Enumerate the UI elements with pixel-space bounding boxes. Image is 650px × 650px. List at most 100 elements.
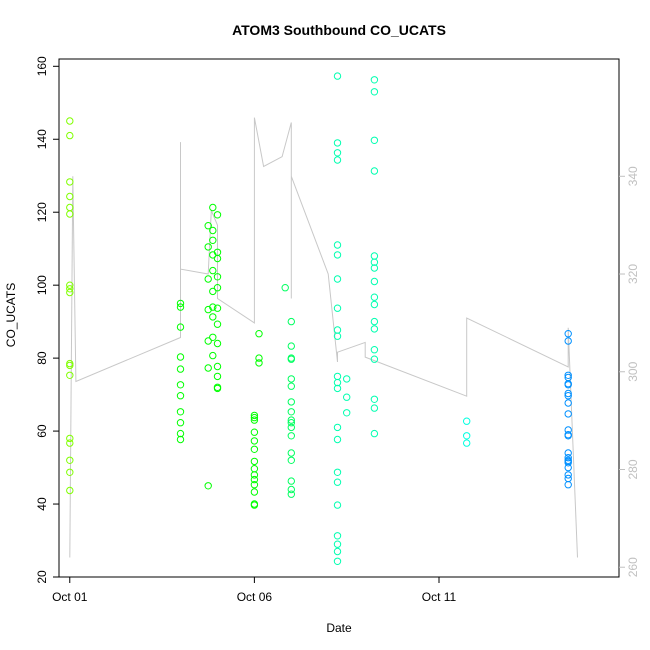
data-point: [370, 76, 379, 84]
data-point: [564, 392, 572, 400]
data-point: [333, 384, 342, 393]
y2-tick-label: 300: [626, 361, 640, 381]
data-point: [287, 398, 295, 406]
data-point: [343, 409, 351, 417]
data-point: [209, 266, 217, 275]
y-tick-label: 160: [35, 56, 49, 76]
data-point: [287, 416, 295, 424]
data-point: [176, 299, 185, 308]
altitude-line-layer: [69, 117, 578, 558]
data-point: [176, 353, 185, 361]
data-point: [370, 395, 379, 403]
data-point: [176, 408, 185, 416]
data-point: [564, 389, 572, 398]
data-point: [287, 342, 295, 350]
data-point: [176, 419, 185, 427]
data-point: [213, 320, 222, 328]
data-point: [204, 482, 212, 490]
data-point: [333, 532, 342, 540]
data-point: [255, 330, 263, 338]
data-point: [66, 468, 74, 476]
data-point: [463, 432, 471, 440]
data-point: [333, 304, 342, 312]
data-point: [209, 236, 217, 245]
data-point: [463, 417, 471, 425]
data-point: [204, 337, 212, 345]
data-point: [333, 326, 342, 334]
data-point: [370, 429, 379, 438]
data-point: [370, 293, 379, 301]
data-point: [213, 254, 222, 263]
data-point: [250, 416, 259, 424]
data-point: [333, 540, 342, 548]
data-point: [66, 288, 74, 297]
data-point: [287, 423, 295, 432]
data-point: [213, 211, 222, 219]
y2-tick-label: 260: [626, 557, 640, 577]
data-point: [66, 434, 74, 443]
data-point: [564, 410, 572, 418]
axis-layer: Oct 01 Oct 06 Oct 11 20 40 60 80 100 120 140 160 26…: [35, 56, 640, 604]
x-tick-label: Oct 11: [422, 590, 457, 604]
data-point: [250, 428, 259, 436]
data-point: [343, 375, 351, 383]
data-point: [287, 408, 295, 416]
data-point: [564, 330, 572, 338]
data-point: [204, 275, 212, 283]
data-point: [287, 490, 295, 498]
data-point: [287, 419, 295, 427]
data-point: [176, 303, 185, 311]
y-tick-label: 80: [35, 351, 49, 365]
data-point: [213, 339, 222, 348]
chart-title: ATOM3 Southbound CO_UCATS: [232, 22, 446, 38]
data-point: [333, 423, 342, 432]
data-point: [204, 243, 212, 251]
data-point: [204, 222, 212, 230]
data-point: [564, 432, 572, 440]
data-point: [66, 192, 74, 201]
data-point: [176, 323, 185, 331]
data-point: [66, 361, 74, 370]
data-point: [176, 365, 185, 373]
data-point: [333, 149, 342, 157]
y2-tick-label: 320: [626, 264, 640, 284]
data-point: [209, 333, 217, 341]
y2-tick-label: 340: [626, 166, 640, 186]
y-tick-label: 20: [35, 570, 49, 584]
data-point: [250, 501, 259, 509]
data-point: [370, 404, 379, 412]
data-point: [66, 281, 74, 289]
data-point: [250, 475, 259, 484]
data-point: [250, 465, 259, 473]
data-point: [564, 454, 572, 462]
data-point: [250, 437, 259, 445]
data-point: [370, 355, 379, 363]
data-point: [250, 488, 259, 496]
data-point: [287, 456, 295, 464]
data-point: [213, 284, 222, 292]
data-point: [333, 139, 342, 147]
data-point: [250, 445, 259, 453]
altitude-line: [69, 117, 578, 558]
data-point: [463, 439, 471, 447]
data-point: [66, 203, 74, 212]
data-point: [66, 439, 74, 447]
y-tick-label: 100: [35, 275, 49, 295]
data-point: [209, 203, 217, 212]
data-point: [209, 287, 217, 296]
data-point: [370, 252, 379, 260]
data-point: [370, 136, 379, 145]
data-point: [250, 481, 259, 489]
data-point: [66, 371, 74, 379]
data-point: [333, 478, 342, 486]
data-point: [176, 392, 185, 400]
data-point: [209, 313, 217, 321]
data-point: [564, 459, 572, 467]
y2-tick-label: 280: [626, 459, 640, 479]
data-point: [564, 337, 572, 345]
data-point: [333, 241, 342, 249]
data-point: [333, 332, 342, 340]
data-point: [66, 178, 74, 186]
data-point: [287, 477, 295, 485]
y-tick-label: 40: [35, 497, 49, 511]
